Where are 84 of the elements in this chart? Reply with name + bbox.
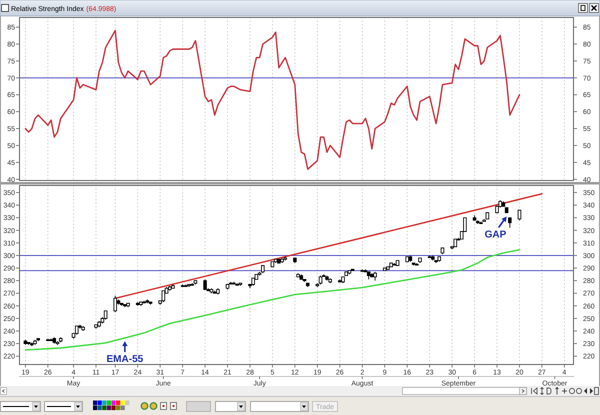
candlestick [136, 302, 140, 306]
candlestick [277, 258, 281, 264]
candlestick [187, 284, 191, 288]
candlestick [235, 282, 239, 286]
candlestick [30, 342, 34, 347]
candlestick [518, 210, 522, 221]
candlestick [210, 288, 214, 294]
candlestick [232, 282, 236, 285]
candlestick [97, 320, 101, 328]
candlestick [386, 266, 390, 270]
candlestick [148, 302, 152, 305]
candlestick [33, 339, 37, 346]
candlestick [126, 302, 130, 308]
candlestick [280, 258, 284, 264]
candlestick [139, 302, 143, 306]
candlestick [120, 302, 124, 306]
annotation: GAP [484, 229, 507, 240]
candlestick [360, 268, 364, 272]
candlestick [373, 271, 377, 282]
candlestick [293, 258, 297, 264]
candlestick [238, 282, 242, 286]
candlestick [56, 340, 60, 346]
candlestick [508, 217, 512, 228]
candlestick [325, 275, 329, 282]
candlestick [142, 300, 146, 304]
candlestick [203, 279, 207, 290]
candlestick [437, 256, 442, 262]
candlestick [296, 272, 300, 278]
line-series [24, 30, 520, 170]
candlestick [46, 338, 50, 342]
candlestick [26, 342, 30, 346]
candlestick [408, 255, 412, 262]
candlestick [338, 279, 342, 282]
candlestick [454, 238, 458, 248]
candlestick [328, 278, 332, 284]
candlestick [216, 288, 220, 295]
candlestick [396, 260, 400, 266]
candlestick [370, 272, 374, 278]
candlestick [415, 262, 419, 266]
candlestick [74, 326, 79, 336]
candlestick [180, 284, 184, 288]
candlestick [36, 338, 40, 342]
candlestick [184, 284, 188, 288]
line-series [24, 249, 520, 351]
candlestick [212, 290, 216, 294]
candlestick [113, 295, 118, 313]
candlestick [412, 262, 416, 266]
candlestick [300, 274, 304, 280]
candlestick [104, 310, 108, 320]
candlestick [94, 324, 98, 329]
candlestick [24, 339, 28, 346]
candlestick [348, 270, 352, 275]
candlestick [440, 248, 444, 255]
candlestick [226, 284, 230, 290]
candlestick [472, 214, 476, 221]
candlestick [261, 265, 265, 274]
candlestick [251, 278, 255, 286]
candlestick [162, 290, 166, 302]
candlestick [428, 255, 432, 258]
candlestick [389, 262, 393, 268]
annotation: EMA-55 [106, 354, 144, 366]
candlestick [366, 271, 370, 280]
candlestick [270, 261, 274, 268]
candlestick [81, 326, 85, 332]
candlestick [418, 258, 422, 264]
candlestick [52, 336, 56, 344]
candlestick [306, 282, 310, 288]
candlestick [504, 207, 508, 214]
candlestick [318, 275, 322, 285]
candlestick [382, 268, 386, 271]
candlestick [49, 338, 53, 342]
candlestick [486, 212, 490, 220]
candlestick [284, 256, 288, 261]
candlestick [168, 285, 172, 292]
candlestick [58, 336, 62, 343]
candlestick [123, 304, 127, 308]
candlestick [190, 282, 194, 286]
candlestick [502, 200, 506, 207]
candlestick [392, 262, 396, 266]
candlestick [194, 280, 198, 285]
candlestick [171, 284, 175, 289]
candlestick [479, 221, 483, 224]
candlestick [431, 255, 435, 261]
candlestick [146, 299, 150, 304]
